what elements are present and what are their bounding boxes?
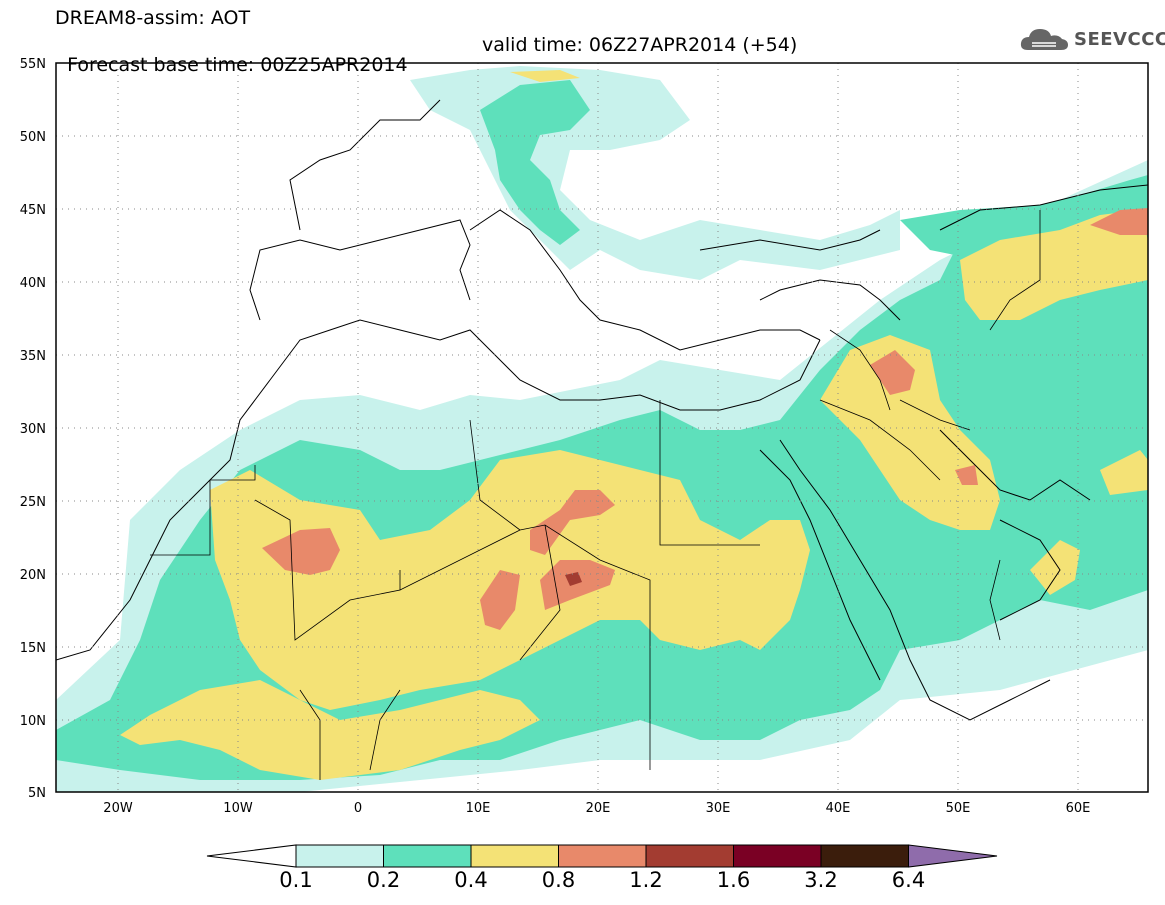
colorbar-label: 6.4 (891, 868, 926, 892)
aot-band-1.2-1.6 (565, 572, 582, 586)
lon-label: 10W (223, 801, 253, 816)
lat-label: 5N (28, 786, 46, 801)
colorbar-cell (470, 844, 559, 868)
coastlines (56, 99, 1148, 721)
colorbar-label: 0.1 (279, 868, 313, 892)
colorbar-cell (733, 844, 822, 868)
base-time-text: Forecast base time: 00Z25APR2014 (67, 54, 408, 76)
colorbar (206, 844, 998, 868)
map-title: DREAM8-assim: AOT (55, 7, 251, 29)
colorbar-min-arrow (206, 844, 297, 868)
gridlines (56, 63, 1148, 792)
lon-label: 40E (826, 801, 851, 816)
aot-band-0.4-0.8 (120, 70, 1148, 780)
colorbar-cell (558, 844, 647, 868)
valid-time-text: valid time: 06Z27APR2014 (+54) (482, 34, 798, 56)
lat-label: 50N (20, 130, 46, 145)
lon-label: 20W (103, 801, 133, 816)
colorbar-label: 0.4 (454, 868, 488, 892)
colorbar-cell (645, 844, 734, 868)
aot-field (56, 66, 1148, 792)
lat-label: 15N (20, 641, 46, 656)
colorbar-cell (383, 844, 472, 868)
lat-label: 10N (20, 714, 46, 729)
colorbar-label: 3.2 (804, 868, 838, 892)
lat-label: 40N (20, 276, 46, 291)
country-borders (150, 210, 1041, 780)
colorbar-max-arrow (908, 844, 998, 868)
logo-text: SEEVCCC (1074, 28, 1165, 50)
latitude-labels: 55N 50N 45N 40N 35N 30N 25N 20N 15N 10N … (20, 57, 46, 801)
seevccc-logo: SEEVCCC (1018, 24, 1165, 54)
colorbar-label: 1.6 (716, 868, 751, 892)
colorbar-label: 1.2 (629, 868, 663, 892)
map-frame (55, 62, 1149, 793)
lon-label: 60E (1066, 801, 1091, 816)
lon-label: 10E (466, 801, 491, 816)
colorbar-label: 0.8 (541, 868, 576, 892)
lat-label: 45N (20, 203, 46, 218)
forecast-time-line: Forecast base time: 00Z25APR2014 valid t… (55, 35, 797, 95)
lon-label: 30E (706, 801, 731, 816)
cloud-logo-icon (1020, 29, 1068, 50)
colorbar-label: 0.2 (366, 868, 401, 892)
lat-label: 55N (20, 57, 46, 72)
lon-label: 0 (354, 801, 362, 816)
colorbar-cell (295, 844, 384, 868)
colorbar-cell (820, 844, 909, 868)
longitude-labels: 20W 10W 0 10E 20E 30E 40E 50E 60E (103, 801, 1090, 816)
lat-label: 35N (20, 349, 46, 364)
lat-label: 20N (20, 568, 46, 583)
lon-label: 50E (946, 801, 971, 816)
aot-band-0.8-1.2 (262, 208, 1148, 630)
lon-label: 20E (586, 801, 611, 816)
lat-label: 30N (20, 422, 46, 437)
lat-label: 25N (20, 495, 46, 510)
